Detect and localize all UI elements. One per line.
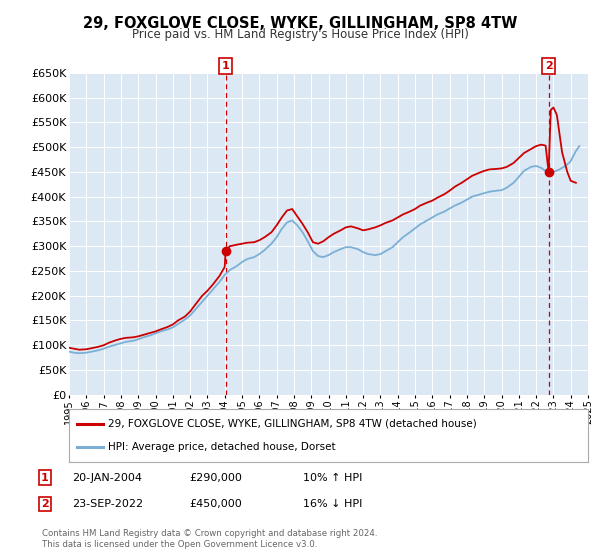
Text: 1: 1 [41,473,49,483]
Text: HPI: Average price, detached house, Dorset: HPI: Average price, detached house, Dors… [108,442,335,452]
Text: 2: 2 [545,61,553,71]
Text: Contains HM Land Registry data © Crown copyright and database right 2024.
This d: Contains HM Land Registry data © Crown c… [42,529,377,549]
Text: 2: 2 [41,499,49,509]
Text: 1: 1 [221,61,229,71]
Text: 23-SEP-2022: 23-SEP-2022 [72,499,143,509]
Text: £290,000: £290,000 [189,473,242,483]
Text: 29, FOXGLOVE CLOSE, WYKE, GILLINGHAM, SP8 4TW: 29, FOXGLOVE CLOSE, WYKE, GILLINGHAM, SP… [83,16,517,31]
Text: 10% ↑ HPI: 10% ↑ HPI [303,473,362,483]
Text: 20-JAN-2004: 20-JAN-2004 [72,473,142,483]
Text: Price paid vs. HM Land Registry's House Price Index (HPI): Price paid vs. HM Land Registry's House … [131,28,469,41]
Text: 29, FOXGLOVE CLOSE, WYKE, GILLINGHAM, SP8 4TW (detached house): 29, FOXGLOVE CLOSE, WYKE, GILLINGHAM, SP… [108,419,476,429]
Text: £450,000: £450,000 [189,499,242,509]
Text: 16% ↓ HPI: 16% ↓ HPI [303,499,362,509]
